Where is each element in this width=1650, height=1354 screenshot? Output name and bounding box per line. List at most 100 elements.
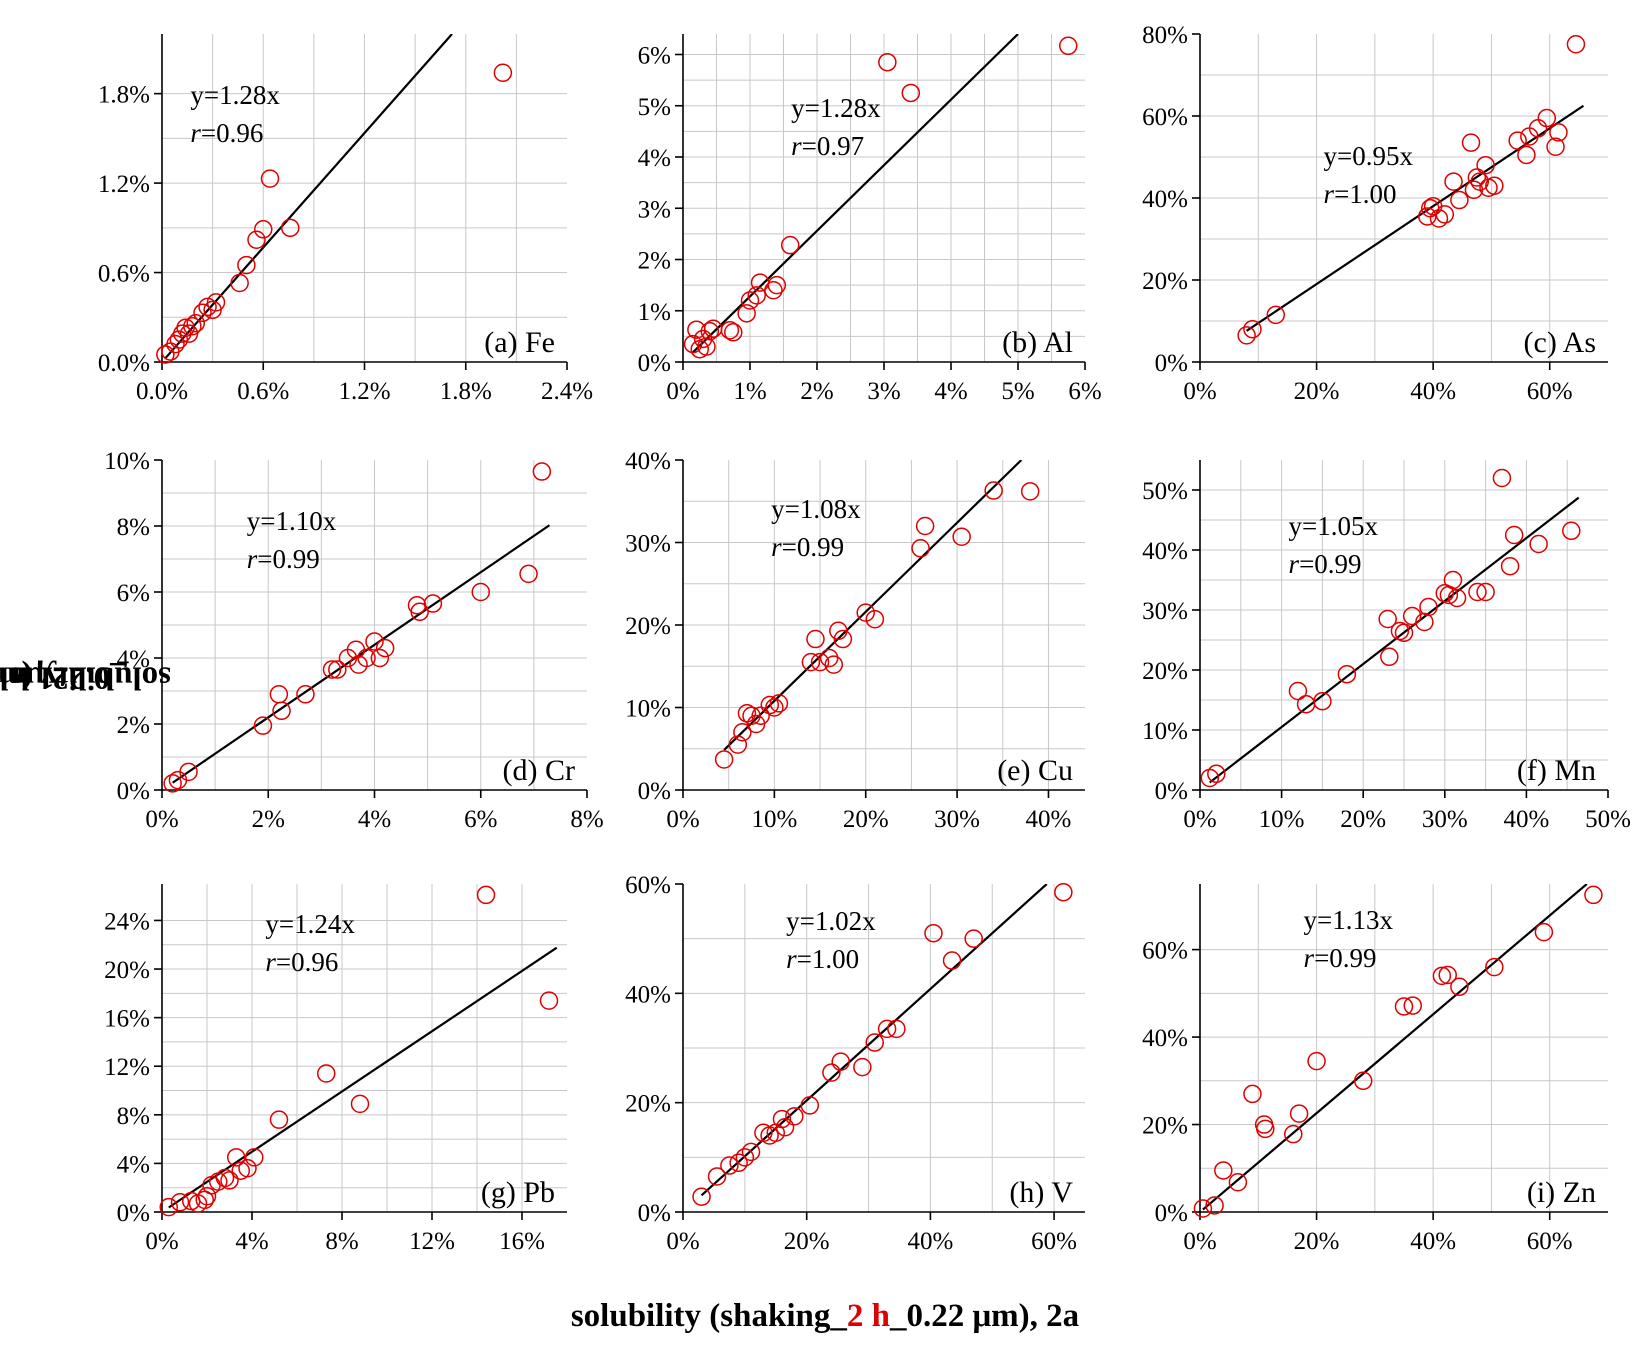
- data-point: [272, 701, 291, 721]
- x-tick-label: 8%: [570, 806, 603, 833]
- y-tick-label: 0%: [638, 350, 671, 377]
- data-point: [714, 750, 734, 769]
- r-value: =0.97: [802, 131, 864, 161]
- x-tick-label: 12%: [409, 1228, 455, 1255]
- data-point: [1500, 556, 1520, 576]
- data-point: [924, 923, 943, 943]
- data-point: [296, 685, 315, 704]
- data-point: [247, 230, 266, 249]
- fit-line: [700, 884, 1048, 1197]
- y-tick-label: 60%: [1142, 104, 1188, 131]
- data-point: [1256, 1119, 1275, 1139]
- data-point: [220, 1171, 239, 1190]
- data-point: [1467, 168, 1487, 187]
- data-point: [269, 1110, 289, 1129]
- x-tick-label: 20%: [843, 806, 889, 833]
- data-point: [720, 320, 740, 340]
- data-point: [253, 716, 273, 735]
- data-point: [254, 220, 273, 239]
- y-tick-label: 20%: [625, 1091, 671, 1118]
- x-tick-label: 4%: [358, 806, 391, 833]
- data-point: [772, 1109, 792, 1129]
- x-tick-label: 20%: [1294, 1228, 1340, 1255]
- x-tick-label: 40%: [1410, 1228, 1456, 1255]
- data-point: [1549, 123, 1568, 142]
- data-point: [519, 564, 538, 584]
- data-point: [887, 1019, 906, 1039]
- data-point: [198, 297, 217, 317]
- data-point: [163, 774, 182, 793]
- correlation-label: r=0.99: [1304, 943, 1377, 973]
- fit-line: [172, 524, 551, 784]
- x-tick-label: 0%: [145, 1228, 178, 1255]
- data-point: [1508, 131, 1527, 150]
- data-point: [878, 52, 897, 72]
- data-point: [764, 281, 783, 300]
- y-tick-label: 1.8%: [98, 82, 150, 109]
- data-point: [1353, 1071, 1373, 1091]
- data-point: [729, 1153, 748, 1173]
- x-tick-label: 0%: [666, 1228, 699, 1255]
- data-point: [1243, 319, 1262, 339]
- correlation-label: r=1.00: [1324, 179, 1397, 209]
- data-point: [170, 1193, 190, 1212]
- fit-equation: y=1.28x: [190, 80, 280, 110]
- x-tick-label: 2%: [800, 378, 833, 405]
- x-tick-label: 20%: [784, 1228, 830, 1255]
- x-tick-label: 2%: [252, 806, 285, 833]
- y-tick-label: 20%: [104, 957, 150, 984]
- r-value: =0.96: [276, 947, 338, 977]
- data-point: [915, 516, 935, 536]
- x-tick-label: 0.0%: [136, 378, 188, 405]
- y-tick-label: 40%: [1142, 538, 1188, 565]
- data-point: [728, 735, 748, 754]
- fit-equation: y=1.05x: [1289, 511, 1379, 541]
- x-tick-label: 40%: [1026, 806, 1072, 833]
- data-point: [1402, 606, 1422, 626]
- y-tick-label: 50%: [1142, 478, 1188, 505]
- fit-equation: y=1.02x: [786, 906, 876, 936]
- panel-label: (d) Cr: [503, 754, 575, 787]
- panel-label: (h) V: [1009, 1176, 1073, 1209]
- x-tick-label: 6%: [1068, 378, 1101, 405]
- r-symbol: r: [247, 544, 258, 574]
- data-point: [942, 951, 962, 970]
- data-point: [824, 655, 843, 674]
- data-point: [822, 1063, 841, 1082]
- y-tick-label: 12%: [104, 1054, 150, 1081]
- y-tick-label: 0%: [1155, 1200, 1188, 1227]
- data-point: [159, 1197, 178, 1217]
- data-point: [281, 218, 300, 238]
- fit-line: [1209, 496, 1580, 784]
- y-tick-label: 4%: [117, 1151, 150, 1178]
- panel-6: 0% 10% 20% 30% 40% 50% 0% 10% 20% 30% 40% 50% y=1.05…: [1142, 460, 1631, 833]
- y-tick-label: 20%: [1142, 658, 1188, 685]
- data-point: [1476, 582, 1495, 602]
- data-point: [819, 648, 839, 668]
- y-tick-label: 0.0%: [98, 350, 150, 377]
- data-point: [1447, 588, 1467, 608]
- x-tick-label: 0%: [666, 378, 699, 405]
- fit-equation: y=1.28x: [791, 93, 881, 123]
- x-tick-label: 0%: [666, 806, 699, 833]
- data-point: [1432, 966, 1452, 986]
- y-tick-label: 40%: [625, 448, 671, 475]
- data-point: [964, 929, 983, 948]
- r-symbol: r: [1289, 549, 1300, 579]
- fit-equation: y=1.08x: [771, 494, 861, 524]
- data-point: [853, 1057, 872, 1077]
- data-point: [831, 1052, 850, 1071]
- data-point: [735, 1148, 755, 1167]
- data-point: [186, 313, 205, 333]
- fit-line: [1202, 884, 1588, 1211]
- data-point: [1517, 145, 1536, 165]
- data-point: [365, 632, 384, 651]
- r-symbol: r: [190, 118, 201, 148]
- y-tick-label: 2%: [117, 712, 150, 739]
- x-tick-label: 0%: [1183, 1228, 1216, 1255]
- data-point: [740, 291, 760, 310]
- panel-1: 0.0% 0.6% 1.2% 1.8% 2.4% 0.0% 0.6% 1.2% 1.8% y=1.…: [98, 34, 593, 405]
- y-tick-label: 20%: [1142, 1113, 1188, 1140]
- panel-label: (g) Pb: [481, 1176, 555, 1209]
- x-tick-label: 10%: [751, 806, 797, 833]
